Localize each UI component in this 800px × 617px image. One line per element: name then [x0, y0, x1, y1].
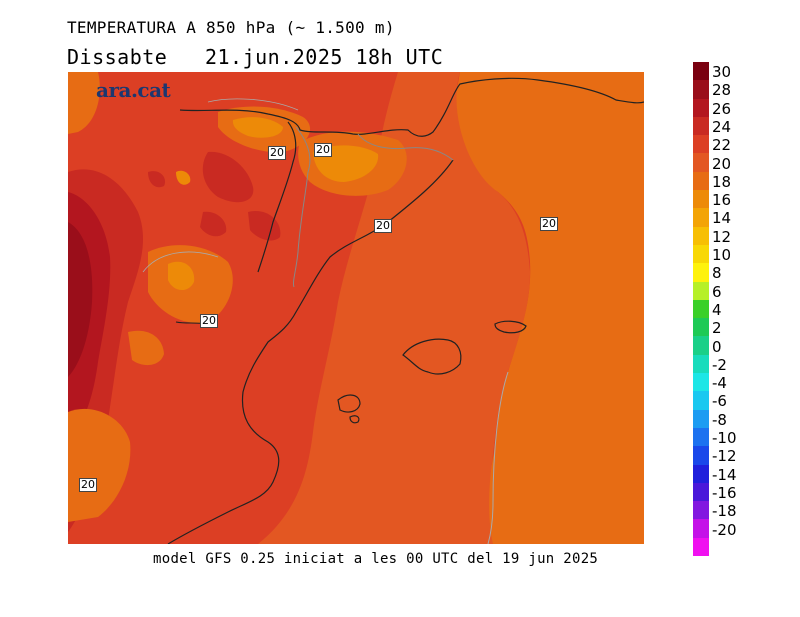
field-20-22-band: [258, 72, 530, 544]
colorbar-segment: [693, 537, 709, 557]
colorbar-label: -20: [712, 520, 737, 539]
ara-cat-logo: ara.cat: [96, 78, 171, 102]
coastline-border: [257, 121, 297, 273]
field-18-20-patch: [68, 72, 100, 134]
island-formentera: [349, 415, 360, 424]
colorbar-segment: [693, 464, 709, 483]
field-18-20-patch: [618, 72, 644, 107]
isotherm-label: 20: [79, 478, 97, 492]
colorbar-segment: [693, 427, 709, 447]
isotherm-label: 20: [540, 217, 558, 231]
colorbar-label: 10: [712, 246, 732, 264]
colorbar-segment: [693, 391, 709, 410]
forecast-date-subtitle: Dissabte 21.jun.2025 18h UTC: [67, 45, 444, 69]
field-24-26-patch: [248, 211, 281, 241]
colorbar-segment: [693, 446, 709, 465]
colorbar-segment: [693, 519, 709, 538]
field-18-20-patch: [68, 408, 131, 522]
isotherm-label: 20: [200, 314, 218, 328]
colorbar-segment: [693, 281, 709, 300]
colorbar-label: 20: [712, 154, 732, 173]
colorbar-label: 6: [712, 282, 722, 301]
colorbar-label: 2: [712, 319, 722, 338]
colorbar-segment: [693, 263, 709, 282]
colorbar-label: 18: [712, 172, 732, 191]
region-border: [293, 126, 311, 288]
colorbar-label: 12: [712, 227, 732, 246]
model-info-footer: model GFS 0.25 iniciat a les 00 UTC del …: [153, 551, 599, 567]
colorbar-label: -4: [712, 374, 727, 393]
colorbar-label: -6: [712, 392, 727, 411]
field-16-18-pyrenees: [232, 117, 283, 138]
chart-title: TEMPERATURA A 850 hPa (~ 1.500 m): [67, 18, 395, 37]
field-16-18-aragon: [168, 261, 195, 291]
isotherm-contour: [142, 251, 219, 273]
colorbar-segment: [693, 208, 709, 227]
colorbar-segment: [693, 153, 709, 172]
region-border: [487, 371, 509, 544]
colorbar-segment: [693, 482, 709, 502]
island-menorca: [494, 320, 527, 334]
isotherm-label: 20: [268, 146, 286, 160]
colorbar-segment: [693, 409, 709, 428]
field-18-20-sea: [452, 72, 644, 544]
colorbar-segment: [693, 135, 709, 154]
island-ibiza: [337, 394, 361, 413]
colorbar-label: -12: [712, 447, 737, 466]
colorbar-label: -18: [712, 502, 737, 521]
field-18-20-patch: [128, 330, 164, 366]
region-border: [357, 133, 454, 161]
colorbar-segment: [693, 318, 709, 337]
colorbar-label: -2: [712, 355, 727, 374]
colorbar-segment: [693, 354, 709, 374]
coastline: [179, 77, 644, 137]
colorbar-segment: [693, 62, 709, 81]
colorbar-segment: [693, 501, 709, 520]
colorbar-label: 26: [712, 99, 732, 118]
colorbar-segment: [693, 80, 709, 99]
colorbar-segment: [693, 244, 709, 264]
colorbar-label: 16: [712, 191, 732, 210]
colorbar-label: 30: [712, 63, 732, 81]
field-16-18-patch: [176, 170, 191, 185]
temperature-map-field: [68, 72, 644, 544]
field-24-26-patch: [148, 171, 166, 188]
temperature-map: ara.cat 20 20 20 20 20 20: [68, 72, 644, 544]
colorbar-label: 0: [712, 337, 722, 356]
colorbar-segment: [693, 171, 709, 191]
colorbar-label: 24: [712, 117, 732, 136]
island-mallorca: [402, 338, 462, 375]
isotherm-label: 20: [374, 219, 392, 233]
colorbar-label: -10: [712, 429, 737, 447]
coastline: [167, 159, 454, 544]
field-24-26-patch: [200, 211, 227, 237]
colorbar-label: -14: [712, 465, 737, 484]
colorbar-segment: [693, 373, 709, 392]
field-26-28-inner: [68, 222, 93, 377]
colorbar-segment: [693, 116, 709, 136]
isotherm-label: 20: [314, 143, 332, 157]
colorbar-label: 22: [712, 136, 732, 155]
field-24-26-patch: [202, 151, 254, 203]
colorbar-label: -8: [712, 410, 727, 429]
colorbar-segment: [693, 98, 709, 117]
isotherm-contour: [207, 98, 299, 111]
colorbar-label: -16: [712, 483, 737, 502]
colorbar-segment: [693, 226, 709, 245]
colorbar-label: 4: [712, 300, 722, 319]
colorbar-label: 14: [712, 209, 732, 228]
colorbar-segment: [693, 299, 709, 319]
colorbar-label: 8: [712, 264, 722, 283]
colorbar-segment: [693, 336, 709, 355]
colorbar-segment: [693, 190, 709, 209]
colorbar-label: 28: [712, 81, 732, 100]
temperature-colorbar: [693, 62, 709, 557]
